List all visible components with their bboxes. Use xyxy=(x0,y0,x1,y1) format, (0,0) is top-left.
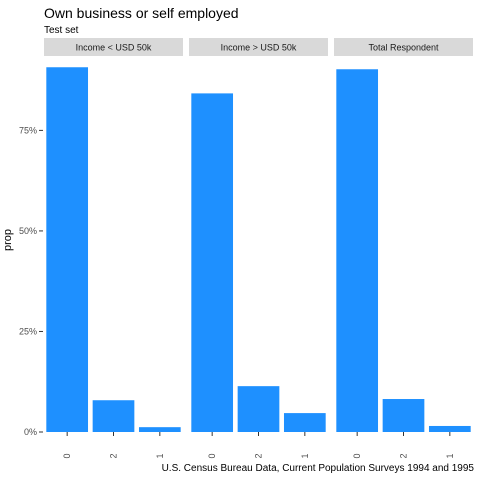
facet-strip-label: Income < USD 50k xyxy=(76,43,152,53)
bar xyxy=(46,67,89,433)
y-tick-label: 50% xyxy=(19,226,37,236)
y-tick-label: 25% xyxy=(19,326,37,336)
x-tick-label: 1 xyxy=(155,453,165,458)
bar xyxy=(92,400,135,432)
facet-strip-label: Income > USD 50k xyxy=(221,43,297,53)
y-tick-label: 0% xyxy=(24,427,37,437)
facet-strip xyxy=(44,38,183,56)
chart-title: Own business or self employed xyxy=(44,5,239,21)
bar xyxy=(138,427,181,432)
chart-caption: U.S. Census Bureau Data, Current Populat… xyxy=(161,463,474,474)
facet-strip-label: Total Respondent xyxy=(368,43,439,53)
bar xyxy=(428,425,471,432)
x-tick-label: 1 xyxy=(300,453,310,458)
x-tick-label: 0 xyxy=(352,453,362,458)
chart-subtitle: Test set xyxy=(44,25,79,36)
x-tick-label: 2 xyxy=(254,453,264,458)
x-tick-label: 2 xyxy=(399,453,409,458)
x-tick-label: 1 xyxy=(445,453,455,458)
facet-strip xyxy=(334,38,473,56)
bar xyxy=(336,69,379,432)
bar xyxy=(237,386,280,432)
bar xyxy=(191,93,234,432)
x-tick-label: 0 xyxy=(62,453,72,458)
bar xyxy=(283,413,326,432)
x-tick-label: 0 xyxy=(207,453,217,458)
y-tick-label: 75% xyxy=(19,125,37,135)
facet-strip xyxy=(189,38,328,56)
x-tick-label: 2 xyxy=(109,453,119,458)
bar xyxy=(382,399,425,432)
